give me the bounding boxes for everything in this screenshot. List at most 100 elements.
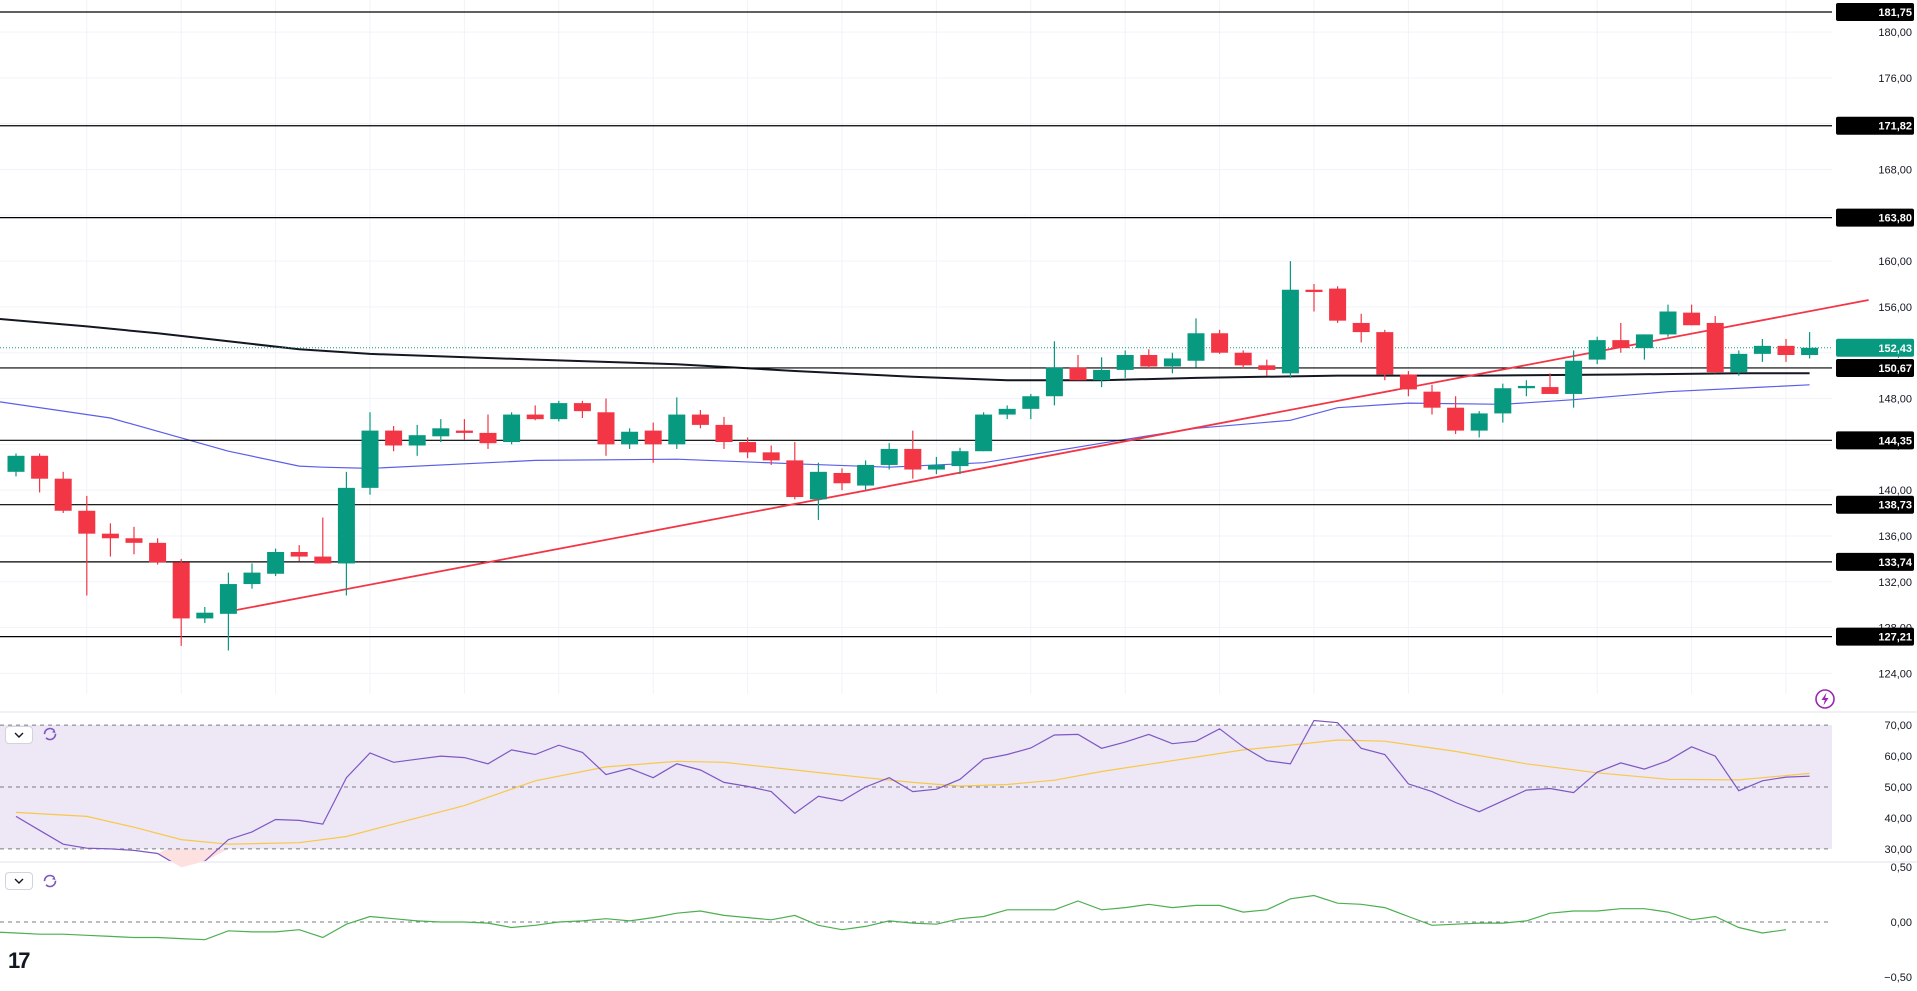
candle-body [1376, 332, 1394, 375]
rsi-oversold-fill [157, 848, 229, 868]
tradingview-logo[interactable]: 17 [8, 948, 31, 974]
rsi-line [15, 719, 1810, 861]
rsi-tick-label: 40,00 [1884, 813, 1912, 825]
price-tick-label: 168,00 [1878, 164, 1912, 176]
rsi-collapse-button[interactable] [5, 726, 33, 744]
candle-body [314, 556, 332, 564]
candle-body [621, 431, 639, 445]
candle-body [432, 428, 450, 437]
candle-body [1258, 365, 1276, 370]
level-tag-label: 133,74 [1878, 557, 1913, 569]
level-tag [1836, 3, 1914, 22]
rsi-tick-label: 30,00 [1884, 844, 1912, 856]
price-tick-label: 132,00 [1878, 577, 1912, 589]
candle-body [408, 435, 426, 446]
candle-body [1163, 358, 1181, 367]
level-tag [1836, 627, 1914, 646]
osc-line [0, 894, 1787, 941]
candle-body [1565, 360, 1583, 394]
price-tick-label: 124,00 [1878, 668, 1912, 680]
candle-body [739, 442, 757, 453]
candle-body [644, 430, 662, 445]
candle-body [54, 478, 72, 511]
candle-body [1352, 322, 1370, 333]
candle-body [1187, 333, 1205, 361]
rsi-sync-icon[interactable] [42, 726, 58, 742]
candle-body [479, 432, 497, 444]
candle-body [1211, 333, 1229, 353]
candle-body [975, 414, 993, 452]
rsi-tick-label: 70,00 [1884, 720, 1912, 732]
candle-body [1753, 345, 1771, 354]
lightning-button[interactable] [1814, 688, 1836, 710]
price-tick-label: 180,00 [1878, 27, 1912, 39]
candle-body [1116, 355, 1134, 370]
candle-body [101, 533, 119, 539]
price-tick-label: 176,00 [1878, 73, 1912, 85]
candle-body [668, 414, 686, 445]
candle-body [1399, 374, 1417, 390]
osc-tick-label: 0,00 [1891, 917, 1912, 929]
sync-icon [43, 874, 57, 888]
chevron-down-icon [14, 878, 24, 884]
last-price-tag [1836, 338, 1914, 357]
candle-body [1635, 334, 1653, 349]
candle-body [503, 414, 521, 443]
level-tag-label: 163,80 [1878, 213, 1912, 225]
candle-body [1777, 345, 1795, 356]
lightning-icon [1815, 689, 1835, 709]
level-tag-label: 150,67 [1878, 363, 1912, 375]
candle-body [715, 424, 733, 443]
candle-body [1659, 311, 1677, 335]
candle-body [1281, 289, 1299, 374]
candle-body [196, 612, 214, 619]
candle-body [1022, 396, 1040, 409]
candle-body [809, 471, 827, 500]
candle-body [172, 562, 190, 619]
candle-body [7, 455, 25, 472]
candle-body [385, 430, 403, 446]
candle-body [857, 464, 875, 486]
candle-body [31, 455, 49, 479]
candle-body [880, 448, 898, 465]
candle-body [1494, 388, 1512, 414]
candle-body [951, 451, 969, 467]
candle-body [1045, 367, 1063, 397]
candle-body [762, 452, 780, 461]
candle-body [125, 538, 143, 543]
candle-body [455, 430, 473, 433]
candle-body [1447, 407, 1465, 431]
osc-tick-label: 0,50 [1891, 862, 1912, 874]
last-price-tag-label: 152,43 [1878, 343, 1912, 355]
chevron-down-icon [14, 732, 24, 738]
candle-body [573, 403, 591, 412]
level-tag-label: 181,75 [1878, 7, 1912, 19]
candle-body [219, 584, 237, 614]
price-tick-label: 148,00 [1878, 394, 1912, 406]
candle-body [267, 551, 285, 574]
level-tag-label: 171,82 [1878, 121, 1912, 133]
candle-body [1069, 367, 1087, 381]
candle-body [243, 572, 261, 585]
candle-body [1305, 289, 1323, 293]
candle-body [1612, 340, 1630, 349]
level-tag-label: 144,35 [1878, 435, 1912, 447]
candle-body [149, 542, 167, 563]
candle-body [290, 551, 308, 557]
candle-body [1470, 413, 1488, 431]
candle-body [904, 448, 922, 470]
rsi-tick-label: 50,00 [1884, 782, 1912, 794]
candle-body [998, 408, 1016, 415]
osc-collapse-button[interactable] [5, 872, 33, 890]
rsi-tick-label: 60,00 [1884, 751, 1912, 763]
price-tick-label: 160,00 [1878, 256, 1912, 268]
osc-sync-icon[interactable] [42, 873, 58, 889]
ma-black-line [0, 318, 1810, 382]
candle-body [78, 510, 96, 534]
candle-body [1329, 288, 1347, 321]
level-tag [1836, 431, 1914, 450]
price-tick-label: 140,00 [1878, 485, 1912, 497]
sync-icon [43, 727, 57, 741]
